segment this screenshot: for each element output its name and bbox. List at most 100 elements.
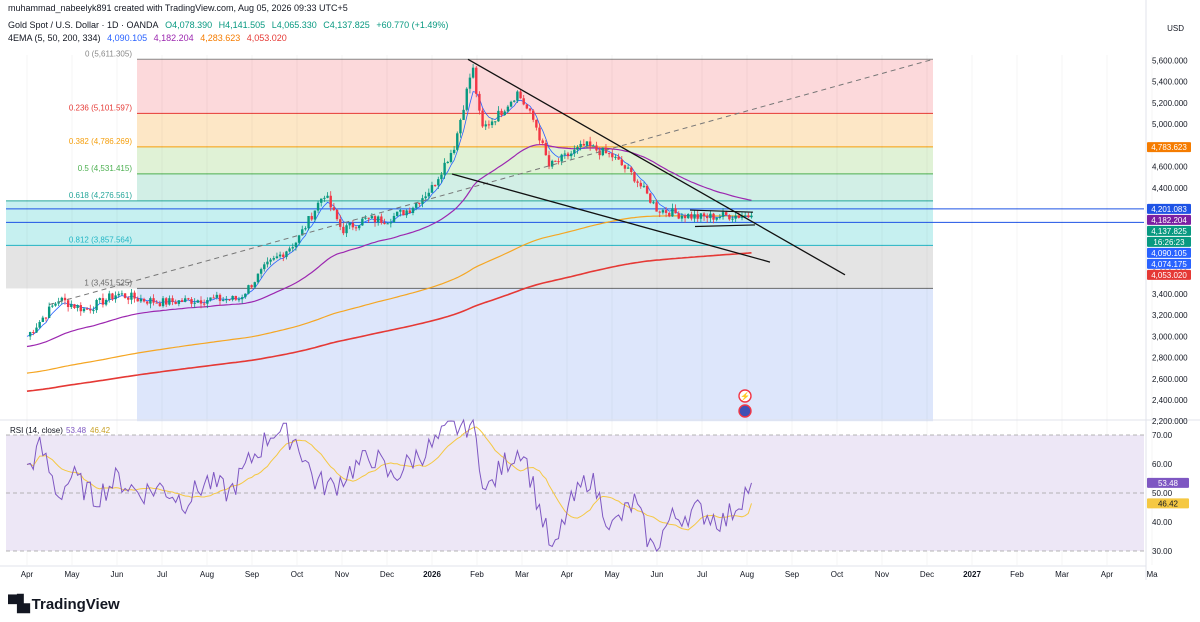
candle	[611, 149, 614, 162]
price-badge	[1147, 269, 1191, 280]
candle-body	[392, 215, 396, 223]
candle-body	[620, 159, 623, 166]
candle	[177, 300, 181, 307]
candle-body	[655, 202, 658, 212]
candle-body	[199, 300, 203, 304]
candle-body	[247, 285, 250, 294]
fib-retracement[interactable]	[6, 58, 1144, 422]
candle	[386, 222, 389, 225]
candle-body	[70, 304, 73, 308]
candle	[199, 296, 203, 309]
price-tick: 5,200.000	[1152, 99, 1188, 108]
candle-body	[234, 295, 238, 300]
candle	[721, 207, 725, 220]
price-tick: 2,400.000	[1152, 396, 1188, 405]
candle-body	[544, 142, 548, 156]
fib-zone	[137, 59, 933, 114]
candle	[335, 208, 339, 222]
candle-body	[348, 222, 351, 226]
candle-body	[709, 213, 712, 219]
candle-body	[161, 298, 165, 307]
time-tick: Nov	[875, 570, 889, 579]
candle-body	[598, 150, 601, 156]
candle-body	[500, 110, 503, 116]
rsi-tick: 60.00	[1152, 460, 1173, 469]
candle-body	[424, 196, 427, 199]
fib-zone	[137, 113, 933, 147]
trendlines[interactable]	[49, 58, 934, 305]
candle-body	[633, 172, 636, 182]
candle	[405, 209, 408, 218]
fib-zone	[6, 200, 933, 246]
candle-body	[101, 298, 105, 305]
candle-body	[592, 145, 595, 147]
candle	[478, 91, 481, 115]
candle	[193, 298, 196, 308]
candle-body	[89, 309, 92, 311]
candle-body	[636, 181, 639, 183]
candle-body	[614, 156, 617, 158]
rsi-pane[interactable]: RSI (14, close) 53.48 46.42	[0, 418, 1200, 553]
candle	[82, 307, 86, 313]
ema-title[interactable]: 4EMA (5, 50, 200, 334)	[8, 33, 101, 43]
candle	[408, 207, 412, 214]
candle	[395, 211, 399, 217]
candle	[696, 210, 699, 223]
candle	[557, 158, 560, 165]
candle	[636, 179, 639, 188]
candle-body	[671, 208, 674, 217]
time-tick: Aug	[200, 570, 214, 579]
candle-body	[563, 153, 567, 155]
candle	[579, 140, 582, 151]
candle-body	[645, 185, 649, 194]
candle-body	[307, 216, 310, 229]
symbol-title[interactable]: Gold Spot / U.S. Dollar · 1D · OANDA	[8, 20, 159, 30]
time-axis[interactable]: Apr May Jun Jul Aug Sep Oct Nov Dec 2026 Feb Mar Apr…	[0, 565, 1158, 579]
candle-body	[569, 153, 573, 157]
candle	[263, 262, 266, 272]
fib-labels: 0 (5,611.305) 0.236 (5,101.597) 0.382 (4,7…	[69, 49, 133, 287]
candle-body	[702, 213, 706, 217]
candle-body	[120, 293, 124, 295]
candle	[475, 66, 478, 98]
candle-body	[41, 317, 45, 322]
candle	[623, 164, 627, 173]
candle-body	[98, 298, 101, 301]
candle	[130, 289, 133, 305]
candle	[528, 108, 532, 114]
candle	[240, 294, 244, 304]
candle-body	[649, 193, 652, 203]
candle-body	[63, 297, 67, 301]
candle	[342, 222, 345, 236]
candle-body	[259, 269, 263, 274]
candle	[373, 214, 377, 227]
symbol-line: Gold Spot / U.S. Dollar · 1D · OANDA O4,…	[8, 20, 452, 30]
candle-body	[715, 217, 718, 220]
candle-body	[418, 202, 421, 204]
candle-body	[443, 162, 446, 175]
candle	[171, 295, 174, 306]
candle-body	[440, 174, 443, 180]
event-icons[interactable]: ⚡	[738, 389, 752, 418]
candle-body	[367, 217, 370, 219]
candle	[206, 297, 209, 309]
candle	[446, 160, 449, 164]
candle-body	[155, 302, 158, 304]
time-tick: Apr	[561, 570, 574, 579]
ohlc-low: L4,065.330	[271, 20, 317, 30]
tv-logo-icon: ▀▙	[8, 596, 30, 613]
ema5-line	[26, 91, 752, 337]
candle	[161, 295, 165, 308]
candle-body	[133, 292, 136, 299]
candle-body	[576, 147, 579, 150]
candle-body	[376, 216, 380, 223]
candle-body	[171, 298, 174, 302]
candle-body	[462, 109, 465, 120]
candle-body	[351, 222, 355, 228]
time-tick: Oct	[291, 570, 304, 579]
candle	[607, 152, 611, 158]
price-tick: 3,400.000	[1152, 290, 1188, 299]
candle-body	[335, 209, 339, 220]
candle-body	[497, 110, 500, 122]
